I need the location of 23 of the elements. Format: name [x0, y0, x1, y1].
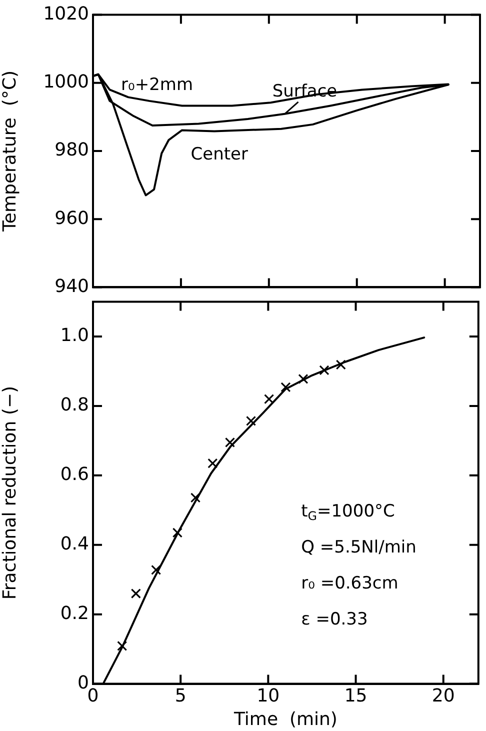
annotation: Q =5.5Nl/min — [301, 537, 416, 558]
y-tick-label: 0 — [78, 672, 89, 694]
series-label: Center — [190, 144, 248, 165]
y-tick-label: 1020 — [43, 3, 89, 24]
y-tick-label: 0.2 — [60, 603, 89, 624]
y-axis-title: Temperature (°C) — [0, 70, 20, 233]
y-tick-label: 940 — [54, 276, 89, 297]
x-tick-label: 5 — [174, 685, 186, 706]
annotation: ε =0.33 — [301, 609, 368, 630]
y-tick-label: 1000 — [43, 72, 89, 93]
series-label: r₀+2mm — [121, 75, 193, 96]
x-tick-label: 10 — [256, 685, 280, 706]
y-axis-title: Fractional reduction (−) — [0, 386, 20, 600]
x-tick-label: 20 — [432, 685, 455, 706]
y-tick-label: 0.8 — [60, 394, 89, 416]
y-tick-label: 1.0 — [60, 325, 89, 346]
y-tick-label: 960 — [54, 208, 89, 229]
y-tick-label: 0.6 — [60, 464, 89, 486]
x-tick-label: 15 — [344, 685, 368, 706]
annotation: r₀ =0.63cm — [301, 573, 398, 594]
x-axis-title: Time (min) — [232, 708, 338, 730]
y-tick-label: 0.4 — [60, 534, 89, 555]
y-tick-label: 980 — [54, 140, 89, 161]
